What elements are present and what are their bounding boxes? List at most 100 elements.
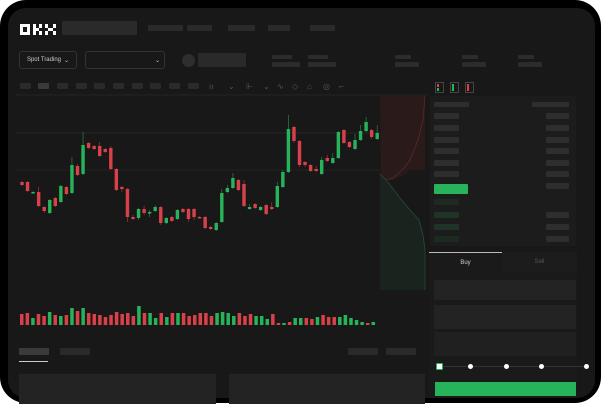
tab-buy[interactable]: Buy xyxy=(429,252,502,273)
candle-up[interactable] xyxy=(48,200,52,213)
bid-price[interactable] xyxy=(434,199,459,205)
orderbook-bids-icon[interactable] xyxy=(450,82,459,93)
camera-icon[interactable]: ⌂ xyxy=(307,82,312,91)
candle-down[interactable] xyxy=(20,182,24,185)
timeframe-button[interactable] xyxy=(169,83,180,89)
candle-down[interactable] xyxy=(25,182,30,191)
candle-up[interactable] xyxy=(136,209,141,218)
ask-price[interactable] xyxy=(434,113,459,119)
bid-amount[interactable] xyxy=(546,212,569,218)
chart-type-icon[interactable]: ⊩ xyxy=(246,82,253,91)
candle-down[interactable] xyxy=(125,189,130,217)
tab-sell[interactable]: Sell xyxy=(502,252,577,272)
candle-up[interactable] xyxy=(353,140,357,149)
ask-price[interactable] xyxy=(434,137,459,143)
slider-stop[interactable] xyxy=(584,364,589,369)
total-input[interactable] xyxy=(434,332,576,356)
candle-up[interactable] xyxy=(147,212,152,214)
timeframe-button[interactable] xyxy=(20,83,31,89)
candle-up[interactable] xyxy=(70,165,74,193)
candle-up[interactable] xyxy=(247,207,252,209)
candle-up[interactable] xyxy=(225,188,230,192)
slider-stop[interactable] xyxy=(539,364,544,369)
line-tool-icon[interactable]: ∿ xyxy=(277,82,284,91)
candle-down[interactable] xyxy=(103,149,107,152)
orderbook-asks-icon[interactable] xyxy=(465,82,474,93)
slider-stop[interactable] xyxy=(504,364,509,369)
header-search[interactable] xyxy=(62,21,137,35)
timeframe-button[interactable] xyxy=(57,83,68,89)
ask-amount[interactable] xyxy=(546,171,569,177)
ask-amount[interactable] xyxy=(546,183,569,189)
nav-item[interactable] xyxy=(268,25,290,31)
candle-down[interactable] xyxy=(369,130,374,137)
candle-down[interactable] xyxy=(75,166,80,175)
candle-up[interactable] xyxy=(258,207,263,210)
timeframe-button[interactable] xyxy=(113,83,124,89)
chevron-down-icon[interactable]: ⌄ xyxy=(228,82,235,91)
tab-order-history[interactable] xyxy=(60,348,90,355)
spot-trading-dropdown[interactable]: Spot Trading ⌄ xyxy=(19,51,77,69)
bid-price[interactable] xyxy=(434,212,459,218)
ask-price[interactable] xyxy=(434,171,459,177)
candle-down[interactable] xyxy=(64,187,69,194)
candle-down[interactable] xyxy=(131,217,135,219)
slider-handle[interactable] xyxy=(436,363,443,370)
candle-up[interactable] xyxy=(31,192,35,194)
candle-down[interactable] xyxy=(36,192,41,206)
candle-up[interactable] xyxy=(153,207,157,211)
tab-open-orders[interactable] xyxy=(19,348,49,355)
ask-amount[interactable] xyxy=(546,137,569,143)
nav-item[interactable] xyxy=(228,25,255,31)
candle-up[interactable] xyxy=(364,122,368,131)
ask-amount[interactable] xyxy=(546,160,569,166)
timeframe-button[interactable] xyxy=(132,83,143,89)
nav-item[interactable] xyxy=(310,25,335,31)
candle-up[interactable] xyxy=(231,178,235,188)
timeframe-button[interactable] xyxy=(76,83,87,89)
candle-down[interactable] xyxy=(42,207,46,211)
candle-up[interactable] xyxy=(59,186,63,202)
candle-down[interactable] xyxy=(236,180,241,190)
ask-price[interactable] xyxy=(434,148,459,154)
candle-up[interactable] xyxy=(81,145,85,174)
ask-amount[interactable] xyxy=(546,125,569,131)
candle-up[interactable] xyxy=(275,186,279,207)
candle-up[interactable] xyxy=(220,193,224,222)
candle-down[interactable] xyxy=(264,205,268,214)
timeframe-button[interactable] xyxy=(38,83,49,89)
candle-up[interactable] xyxy=(336,132,341,158)
timeframe-button[interactable] xyxy=(94,83,105,89)
okx-logo[interactable] xyxy=(20,22,56,35)
bid-price[interactable] xyxy=(434,224,459,230)
ask-price[interactable] xyxy=(434,125,459,131)
candle-up[interactable] xyxy=(331,158,335,163)
candle-down[interactable] xyxy=(347,142,352,147)
candle-down[interactable] xyxy=(270,207,274,209)
candle-up[interactable] xyxy=(375,133,379,139)
ask-price[interactable] xyxy=(434,160,459,166)
bid-amount[interactable] xyxy=(546,224,569,230)
candle-down[interactable] xyxy=(86,143,91,148)
candle-down[interactable] xyxy=(120,187,124,189)
ask-amount[interactable] xyxy=(546,148,569,154)
candle-down[interactable] xyxy=(303,162,307,165)
bottom-action[interactable] xyxy=(348,348,378,355)
candle-down[interactable] xyxy=(292,127,296,141)
candle-down[interactable] xyxy=(92,146,96,149)
indicator-icon[interactable]: ıı xyxy=(209,82,214,91)
price-input[interactable] xyxy=(434,280,576,300)
candle-up[interactable] xyxy=(358,131,363,140)
candle-down[interactable] xyxy=(186,209,191,219)
candle-down[interactable] xyxy=(242,184,246,206)
orderbook-both-icon[interactable] xyxy=(435,82,444,93)
amount-input[interactable] xyxy=(434,305,576,329)
candle-down[interactable] xyxy=(170,217,174,221)
pair-selector-dropdown[interactable]: ⌄ xyxy=(85,51,165,69)
candle-up[interactable] xyxy=(175,210,180,219)
nav-item[interactable] xyxy=(148,25,183,31)
candle-down[interactable] xyxy=(159,207,163,223)
bid-price[interactable] xyxy=(434,236,459,242)
candle-up[interactable] xyxy=(320,160,324,174)
